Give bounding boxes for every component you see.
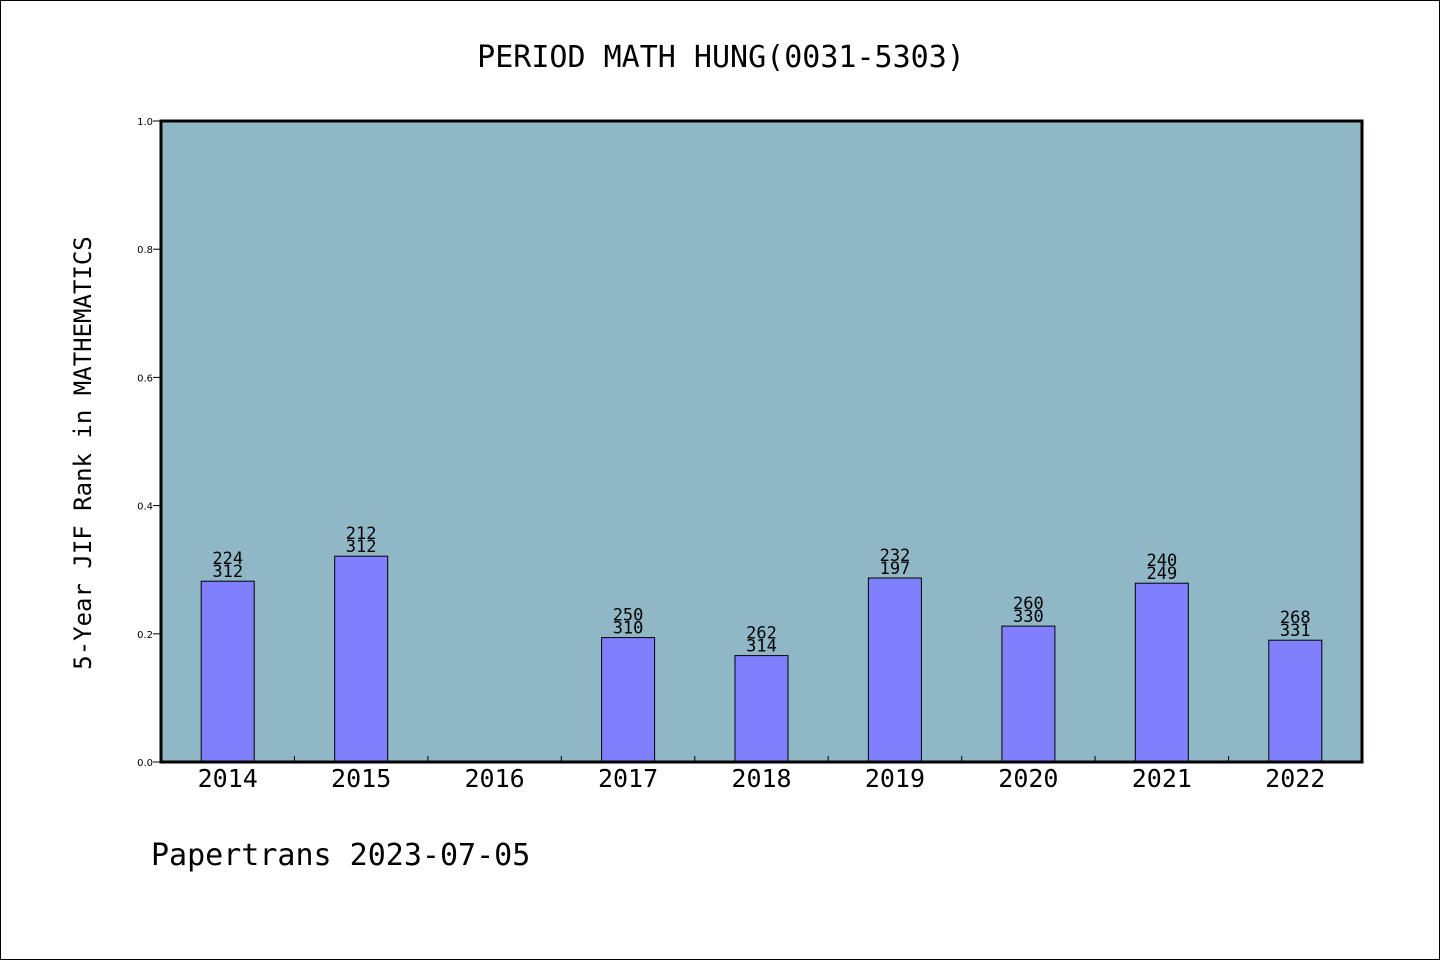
bar-label-bottom-2022: 331: [1280, 621, 1311, 641]
y-tick-label-0.6: 0.6: [137, 373, 153, 384]
bar-label-bottom-2014: 312: [212, 562, 243, 582]
bar-label-top-2015: 212: [346, 524, 377, 544]
bar-2014: [200, 580, 255, 763]
x-tick-label-2015: 2015: [331, 764, 391, 793]
bar-label-bottom-2020: 330: [1013, 607, 1044, 627]
bar-label-top-2022: 268: [1280, 608, 1311, 628]
bar-2018: [734, 655, 789, 763]
chart-title: PERIOD MATH HUNG(0031-5303): [477, 40, 965, 75]
y-tick-label-0.0: 0.0: [137, 758, 153, 769]
footer-credit: Papertrans 2023-07-05: [151, 838, 530, 873]
y-tick-label-0.4: 0.4: [137, 502, 153, 513]
bar-2019: [867, 577, 922, 763]
bar-label-bottom-2015: 312: [346, 537, 377, 557]
y-tick-label-0.8: 0.8: [137, 245, 153, 256]
bar-2020: [1001, 625, 1056, 763]
bar-2017: [601, 637, 656, 763]
bar-label-bottom-2018: 314: [746, 637, 777, 657]
plot-border: [159, 119, 1364, 764]
bar-label-top-2021: 240: [1146, 551, 1177, 571]
bar-2015: [334, 555, 389, 763]
axis-layer: 2014 2015 2016 2017 2018 2019 2020 2021 2022 0.0 0…: [137, 117, 1325, 793]
bar-label-top-2020: 260: [1013, 594, 1044, 614]
y-axis-label: 5-Year JIF Rank in MATHEMATICS: [69, 236, 97, 669]
x-tick-label-2020: 2020: [998, 764, 1058, 793]
bar-label-bottom-2017: 310: [613, 619, 644, 639]
bar-2022: [1268, 639, 1323, 763]
bar-2021: [1134, 582, 1189, 763]
x-tick-label-2022: 2022: [1265, 764, 1325, 793]
bar-label-bottom-2019: 197: [880, 559, 911, 579]
bar-label-top-2018: 262: [746, 624, 777, 644]
x-tick-label-2016: 2016: [465, 764, 525, 793]
y-tick-label-1.0: 1.0: [137, 117, 153, 128]
x-tick-label-2014: 2014: [198, 764, 258, 793]
x-tick-label-2017: 2017: [598, 764, 658, 793]
bar-label-top-2019: 232: [880, 546, 911, 566]
bar-label-top-2017: 250: [613, 606, 644, 626]
x-tick-label-2021: 2021: [1132, 764, 1192, 793]
bar-label-top-2014: 224: [212, 549, 243, 569]
x-tick-label-2019: 2019: [865, 764, 925, 793]
x-tick-label-2018: 2018: [731, 764, 791, 793]
bar-label-bottom-2021: 249: [1146, 564, 1177, 584]
y-tick-label-0.2: 0.2: [137, 630, 153, 641]
